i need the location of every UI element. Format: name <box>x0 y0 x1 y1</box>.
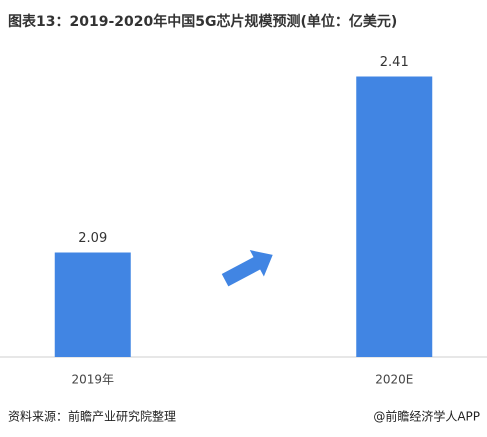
trend-arrow <box>221 250 273 287</box>
bar <box>356 76 433 357</box>
bar <box>54 252 131 357</box>
x-tick-label: 2019年 <box>71 373 114 387</box>
value-label: 2.41 <box>380 55 409 70</box>
source-note: 资料来源：前瞻产业研究院整理 <box>8 409 176 424</box>
value-label: 2.09 <box>78 231 107 246</box>
chart-title: 图表13：2019-2020年中国5G芯片规模预测(单位：亿美元) <box>8 13 397 30</box>
x-tick-label: 2020E <box>375 373 413 387</box>
credit: @前瞻经济学人APP <box>373 409 480 424</box>
